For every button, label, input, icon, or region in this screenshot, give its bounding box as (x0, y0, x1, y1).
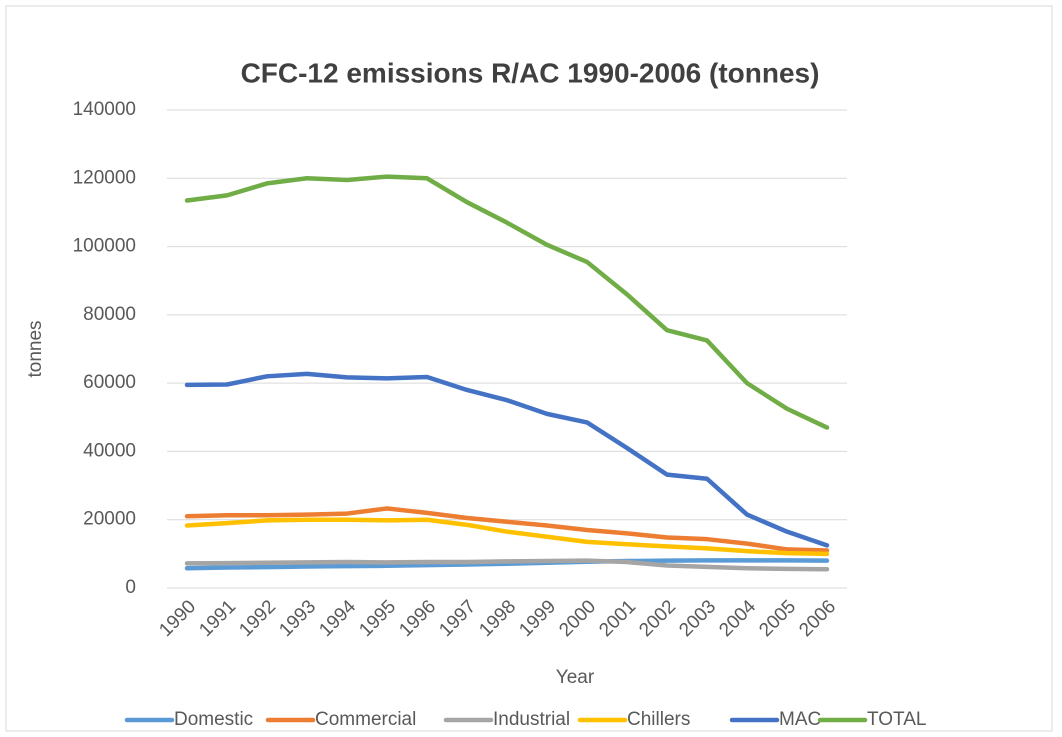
y-tick-label: 80000 (83, 304, 136, 325)
y-tick-label: 100000 (73, 236, 136, 257)
legend-label: TOTAL (867, 709, 926, 730)
y-tick-label: 140000 (73, 99, 136, 120)
legend-label: Domestic (174, 709, 253, 730)
series-line (184, 371, 830, 548)
chart-border (5, 5, 1053, 732)
series-line (184, 558, 830, 571)
y-tick-label: 40000 (83, 440, 136, 461)
y-tick-label: 120000 (73, 167, 136, 188)
y-tick-label: 20000 (83, 509, 136, 530)
legend-label: Commercial (315, 709, 416, 730)
legend-label: Industrial (493, 709, 570, 730)
series-line (184, 174, 830, 430)
legend-label: Chillers (627, 709, 690, 730)
series-line (184, 558, 830, 572)
chart-title: CFC-12 emissions R/AC 1990-2006 (tonnes) (241, 57, 820, 88)
y-tick-label: 0 (125, 577, 136, 598)
y-axis-label: tonnes (25, 320, 46, 377)
series-line (184, 506, 830, 553)
y-tick-label: 60000 (83, 372, 136, 393)
x-axis-label: Year (556, 667, 595, 688)
legend-label: MAC (779, 709, 821, 730)
series-line (184, 517, 830, 557)
